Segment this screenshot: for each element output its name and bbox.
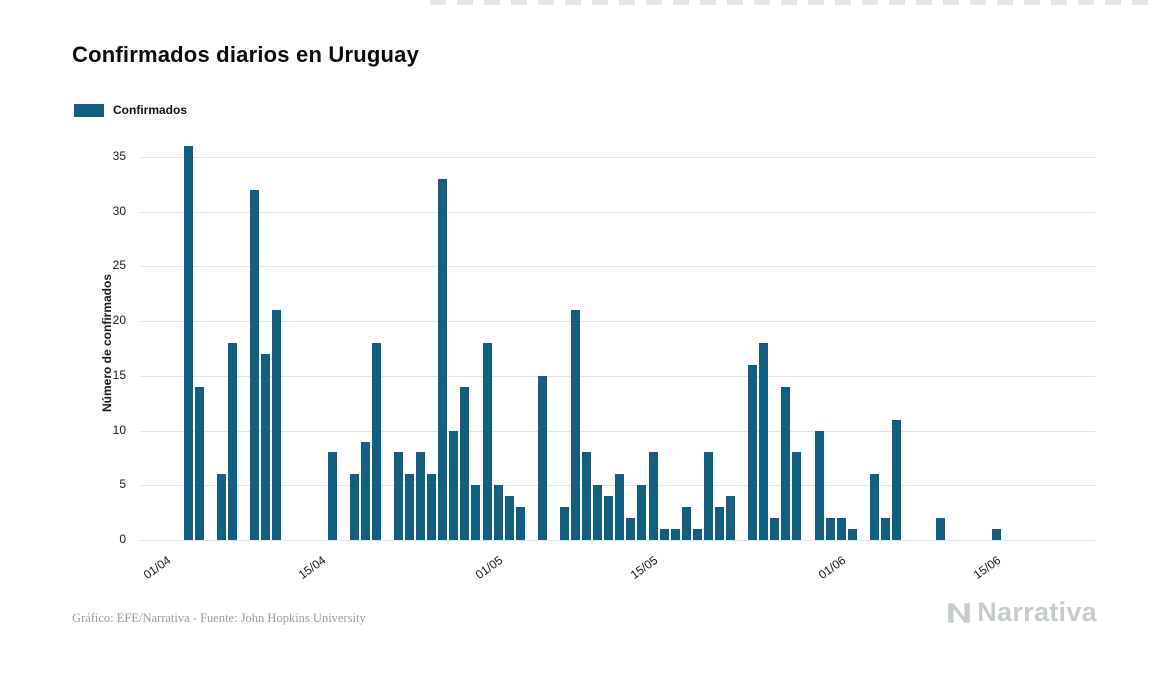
narrativa-logo: Narrativa [945,597,1097,628]
bar [504,496,514,540]
bar [427,474,437,540]
bar [936,518,946,540]
bar [371,343,381,540]
bar [637,485,647,540]
bar [250,189,260,540]
gridline [140,266,1095,268]
bar [604,496,614,540]
plot-area [140,146,1095,541]
bar [770,518,780,540]
legend-swatch [74,103,104,117]
y-axis: 0 5 10 15 20 25 30 35 [82,146,132,546]
bar [261,353,271,540]
x-tick-label: 01/06 [815,553,849,582]
gridline [140,156,1095,158]
bar [515,507,525,540]
y-tick-label: 35 [112,148,126,163]
bar [349,474,359,540]
legend-label: Confirmados [113,103,188,117]
bar [471,485,481,540]
bar [836,518,846,540]
bar [670,529,680,540]
bar [393,452,403,540]
narrativa-logo-icon [945,599,973,627]
bar [582,452,592,540]
source-credit: Gráfico: EFE/Narrativa - Fuente: John Ho… [72,611,366,625]
bar [725,496,735,540]
bar [482,343,492,540]
bar [781,386,791,540]
legend: Confirmados [74,103,187,117]
y-tick-label: 15 [112,367,126,382]
bar [460,386,470,540]
bar [891,419,901,540]
bar [360,441,370,540]
bar [814,430,824,540]
y-tick-label: 30 [112,203,126,218]
bar [272,310,282,540]
x-tick-label: 01/05 [472,553,506,582]
bar [449,430,459,540]
bar [759,343,769,540]
bar [327,452,337,540]
bar [659,529,669,540]
y-tick-label: 5 [119,477,126,492]
bar [438,178,448,540]
bar [537,375,547,540]
cropped-text-artifact [430,0,1157,5]
y-tick-label: 10 [112,422,126,437]
bar [880,518,890,540]
narrativa-logo-text: Narrativa [977,597,1097,627]
bar [792,452,802,540]
bar [183,146,193,540]
y-tick-label: 25 [112,258,126,273]
x-tick-label: 15/04 [295,553,329,582]
bar [714,507,724,540]
bar [626,518,636,540]
y-tick-label: 0 [119,532,126,546]
bar [571,310,581,540]
bar [559,507,569,540]
bar [692,529,702,540]
bar [405,474,415,540]
bar [825,518,835,540]
chart-title: Confirmados diarios en Uruguay [72,42,420,67]
gridline [140,321,1095,323]
bar [991,529,1001,540]
bar [648,452,658,540]
bar [703,452,713,540]
bar [194,386,204,540]
bar [493,485,503,540]
gridline [140,430,1095,432]
bar [847,529,857,540]
bar [681,507,691,540]
bar [748,364,758,540]
x-tick-label: 01/04 [140,553,174,582]
bar [593,485,603,540]
gridline [140,375,1095,377]
bar [416,452,426,540]
bar [615,474,625,540]
gridline [140,211,1095,213]
bar [216,474,226,540]
bar [869,474,879,540]
x-tick-label: 15/05 [627,553,661,582]
x-tick-label: 15/06 [970,553,1004,582]
x-axis: 01/04 15/04 01/05 15/05 01/06 15/06 [140,541,1095,599]
gridline [140,540,1095,541]
y-tick-label: 20 [112,313,126,328]
bar [227,343,237,540]
